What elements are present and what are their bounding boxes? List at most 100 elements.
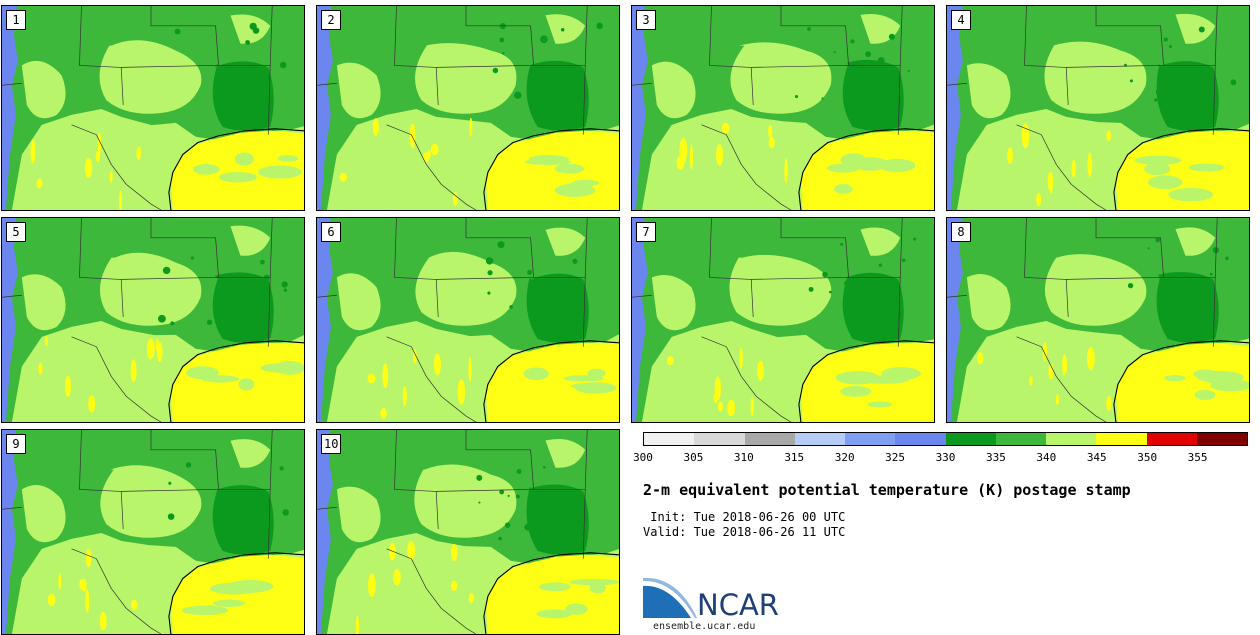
gulf-streak [851,157,889,171]
moist-speckle [281,281,288,288]
warm-speckle [1029,375,1033,386]
boundary-line [1212,277,1216,347]
colorbar-segment [1096,433,1147,445]
moist-speckle [1166,80,1175,89]
boundary-line [436,65,531,68]
warm-speckle [155,338,159,352]
boundary-line [317,506,337,510]
gulf-streak [1164,375,1186,382]
moist-speckle [214,523,222,531]
warm-speckle [1106,130,1112,142]
warm-speckle [409,123,416,149]
gulf-warm-region [170,130,304,210]
warm-speckle [1071,159,1076,178]
warm-speckle [65,375,71,398]
colorbar-tick-label: 340 [1036,451,1057,464]
plains-region [415,43,517,114]
moist-speckle [260,259,265,265]
ncar-logo-icon [643,578,697,618]
moist-speckle [190,256,194,260]
gulf-warm-region [485,554,619,634]
moist-speckle [864,313,870,319]
moist-speckle [865,51,872,58]
plains-region [860,227,901,256]
moist-speckle [1191,314,1197,320]
warm-speckle [38,362,43,375]
panel-label: 9 [6,434,26,454]
warm-speckle [714,376,721,401]
panel-label: 3 [636,10,656,30]
gulf-warm-region [170,342,304,422]
warm-speckle [1007,147,1013,165]
boundary-line [632,82,652,86]
dry-region [2,218,18,422]
warm-speckle [1042,342,1048,363]
product-title: 2-m equivalent potential temperature (K)… [643,481,1131,499]
colorbar-segment [1046,433,1097,445]
plains-region [230,439,271,468]
moist-speckle [1198,26,1205,33]
warm-speckle [146,338,155,360]
boundary-line [436,277,531,280]
map-panel-1: 1 [1,5,305,211]
moist-speckle [1225,256,1229,261]
boundary-line [701,124,792,210]
map-panel-9: 9 [1,429,305,635]
boundary-line [386,548,477,634]
plains-region [21,274,66,331]
colorbar-tick-label: 310 [733,451,754,464]
gulf-streak [238,378,255,391]
gulf-streak [1210,379,1249,392]
moist-speckle [259,533,267,541]
boundary-line [1066,277,1161,280]
dry-region [632,218,648,422]
warm-speckle [79,579,84,590]
map-panel-4: 4 [946,5,1250,211]
moist-speckle [1129,79,1133,83]
dark-moist-region [526,60,589,131]
moist-speckle [808,286,814,292]
gulf-streak [536,609,573,619]
gulf-streak [234,152,254,166]
moist-speckle [157,314,166,323]
plains-region [21,60,66,119]
boundary-line [2,294,22,298]
gulf-warm-region [1115,130,1249,210]
boundary-line [71,548,162,634]
warm-speckle [784,158,788,184]
plains-region [100,465,202,538]
moist-speckle [279,61,287,69]
colorbar-tick-label: 305 [683,451,704,464]
moist-speckle [282,509,289,516]
moist-speckle [476,474,483,481]
gulf-streak [554,163,585,174]
gulf-streak [218,171,257,183]
colorbar-segment [945,433,996,445]
boundary-line [1095,218,1164,278]
warm-speckle [119,190,123,210]
plains-region [729,254,832,326]
colorbar-tick-label: 330 [935,451,956,464]
dark-moist-region [212,272,274,343]
logo-text: NCAR [697,588,779,622]
boundary-line [1016,336,1107,422]
gulf-warm-region [485,342,619,422]
warm-speckle [717,401,723,412]
warm-speckle [768,137,775,149]
boundary-line [530,6,588,66]
warm-speckle [97,132,102,155]
moist-speckle [527,269,533,275]
warm-speckle [393,569,401,586]
boundary-line [2,82,22,86]
moist-speckle [1147,247,1150,250]
moist-speckle [524,523,532,531]
gulf-streak [528,154,570,165]
boundary-line [317,294,337,298]
coastline [168,552,304,634]
warm-speckle [469,117,473,137]
boundary-line [632,294,652,298]
boundary-line [751,65,846,68]
warm-speckle [727,399,736,417]
colorbar-tick-label: 355 [1187,451,1208,464]
warm-speckle [130,359,137,383]
